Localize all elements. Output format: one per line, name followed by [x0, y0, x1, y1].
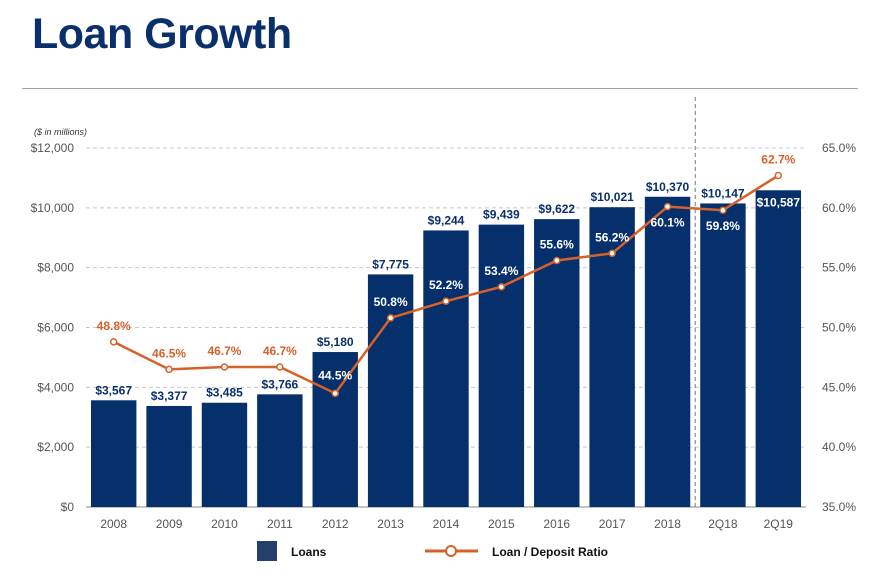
ratio-value-label: 60.1%	[651, 216, 685, 230]
left-axis-tick: $4,000	[37, 380, 74, 394]
bar-value-label: $10,370	[646, 180, 690, 194]
ratio-point	[109, 338, 118, 346]
x-axis-tick: 2010	[211, 517, 238, 531]
left-axis-tick: $8,000	[37, 261, 74, 275]
left-axis-tick: $12,000	[31, 141, 75, 155]
bar-2018	[644, 196, 691, 507]
ratio-point	[220, 363, 229, 371]
ratio-point	[442, 297, 450, 305]
x-axis-tick: 2011	[267, 517, 293, 531]
right-axis-tick: 65.0%	[822, 141, 856, 155]
ratio-value-label: 44.5%	[318, 368, 352, 382]
bar-value-label: $9,439	[483, 208, 520, 222]
unit-note: ($ in millions)	[34, 127, 87, 137]
ratio-point	[663, 202, 672, 211]
right-axis-tick: 55.0%	[822, 261, 856, 275]
ratio-point	[165, 365, 173, 374]
ratio-point	[774, 171, 783, 180]
ratio-point	[608, 249, 616, 258]
x-axis-tick: 2018	[654, 517, 681, 531]
right-axis-tick: 45.0%	[822, 380, 856, 394]
page-title: Loan Growth	[32, 10, 292, 58]
x-axis-tick: 2017	[599, 517, 626, 531]
x-axis: 2008 2009 2010 2011 2012 2013 2014 2015 2016 2017…	[100, 517, 793, 531]
bar-value-label: $9,622	[538, 202, 575, 216]
bar-2013	[367, 274, 414, 507]
x-axis-tick: 2009	[156, 517, 183, 531]
left-axis-tick: $0	[61, 500, 75, 514]
ratio-point	[497, 283, 506, 291]
bar-value-label: $3,567	[95, 383, 132, 397]
bar-value-label: $3,766	[261, 377, 298, 391]
ratio-value-label: 55.6%	[540, 237, 574, 251]
right-axis-tick: 50.0%	[822, 321, 856, 335]
ratio-value-label: 48.8%	[97, 319, 131, 333]
right-axis-tick: 60.0%	[822, 201, 856, 215]
bar-value-label: $10,021	[590, 190, 634, 204]
right-axis-tick: 40.0%	[822, 440, 856, 454]
bar-2014	[423, 230, 469, 508]
ratio-point	[331, 389, 339, 398]
left-axis-tick: $6,000	[37, 321, 74, 335]
legend-swatch-loans	[257, 541, 277, 561]
bar-value-label: $10,147	[701, 186, 745, 200]
ratio-value-label: 53.4%	[484, 264, 518, 278]
ratio-point	[719, 206, 727, 214]
x-axis-tick: 2008	[100, 517, 127, 531]
x-axis-tick: 2Q18	[708, 517, 738, 531]
x-axis-tick: 2016	[543, 517, 570, 531]
data-labels: $3,567 48.8% $3,377 46.5% $3,485 46.7% $3,766 4…	[95, 153, 800, 403]
x-axis-tick: 2015	[488, 517, 515, 531]
left-axis-tick: $2,000	[37, 440, 74, 454]
bar-value-label: $7,775	[372, 257, 409, 271]
bar-2Q19	[755, 190, 802, 507]
title-divider	[22, 88, 858, 89]
legend-label-ratio: Loan / Deposit Ratio	[492, 545, 608, 559]
ratio-point	[276, 363, 284, 371]
ratio-point	[386, 314, 395, 322]
left-axis-tick: $10,000	[31, 201, 75, 215]
bar-2011	[257, 394, 303, 507]
ratio-point	[553, 256, 561, 265]
ratio-line	[109, 171, 783, 398]
bar-value-label: $5,180	[317, 335, 354, 349]
ratio-value-label: 56.2%	[595, 230, 629, 244]
x-axis-tick: 2Q19	[764, 517, 794, 531]
bars	[90, 190, 802, 508]
legend-marker-ratio	[445, 545, 457, 557]
ratio-value-label: 46.7%	[263, 344, 297, 358]
bar-2Q18	[700, 203, 746, 507]
left-axis: $0 $2,000 $4,000 $6,000 $8,000 $10,000 $12,000	[31, 141, 75, 514]
bar-2015	[478, 224, 525, 507]
bar-value-label: $9,244	[428, 213, 465, 227]
x-axis-tick: 2012	[322, 517, 349, 531]
x-axis-tick: 2013	[377, 517, 404, 531]
bar-2010	[201, 402, 248, 507]
ratio-value-label: 59.8%	[706, 219, 740, 233]
x-axis-tick: 2014	[433, 517, 460, 531]
legend: Loans Loan / Deposit Ratio	[257, 541, 608, 561]
ratio-value-label: 46.5%	[152, 346, 186, 360]
bar-value-label: $3,485	[206, 386, 243, 400]
bar-2009	[146, 405, 192, 507]
bar-2012	[312, 352, 358, 507]
ratio-value-label: 50.8%	[374, 295, 408, 309]
bar-2017	[589, 207, 635, 507]
legend-label-loans: Loans	[291, 545, 327, 559]
bar-2008	[90, 400, 137, 507]
bar-value-label: $3,377	[151, 389, 188, 403]
ratio-value-label: 62.7%	[761, 153, 795, 167]
bar-value-label: $10,587	[757, 195, 801, 209]
right-axis-tick: 35.0%	[822, 500, 856, 514]
right-axis: 35.0% 40.0% 45.0% 50.0% 55.0% 60.0% 65.0%	[822, 141, 856, 514]
ratio-value-label: 46.7%	[207, 344, 241, 358]
ratio-value-label: 52.2%	[429, 278, 463, 292]
